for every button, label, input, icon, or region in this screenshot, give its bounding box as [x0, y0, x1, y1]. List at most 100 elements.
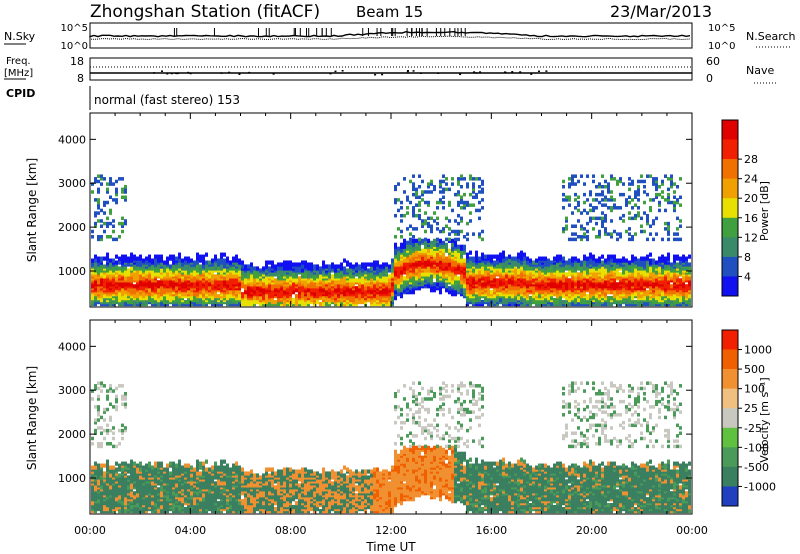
power-cell [409, 224, 412, 228]
power-cell [478, 177, 481, 181]
power-cell [241, 301, 244, 307]
power-cell [100, 256, 103, 261]
power-cell [394, 213, 397, 218]
power-cell [625, 203, 628, 207]
power-cell [460, 244, 463, 249]
power-cell [505, 274, 508, 279]
power-cell [523, 298, 526, 303]
power-cell [301, 292, 304, 297]
power-cell [400, 235, 403, 239]
power-cell [481, 282, 484, 287]
power-cell [592, 179, 595, 184]
power-cell [664, 198, 667, 202]
power-cell [598, 256, 601, 261]
power-cell [397, 182, 400, 186]
power-cell [295, 294, 298, 299]
power-cell [676, 184, 679, 189]
power-cell [670, 184, 673, 189]
power-cell [448, 227, 451, 231]
power-cell [637, 198, 640, 202]
power-cell [331, 262, 334, 267]
power-cell [529, 266, 532, 271]
power-cell [481, 229, 484, 234]
velocity-cell [97, 394, 100, 399]
power-cell [610, 195, 613, 200]
power-cell [457, 229, 460, 234]
power-cell [427, 184, 430, 189]
power-cell [94, 179, 97, 184]
power-cell [430, 227, 433, 231]
power-cell [406, 266, 409, 271]
power-cell [505, 256, 508, 261]
power-cell [196, 252, 199, 257]
power-cell [421, 179, 424, 184]
power-cell [613, 203, 616, 207]
power-cell [118, 235, 121, 239]
power-cell [661, 237, 664, 242]
power-cell [664, 221, 667, 226]
power-cell [115, 192, 118, 197]
power-cell [121, 254, 124, 259]
power-cell [466, 258, 469, 263]
power-cell [436, 242, 439, 247]
power-cell [214, 274, 217, 279]
power-cell [631, 235, 634, 239]
power-cell [571, 237, 574, 242]
power-colorbar-tick-label: 4 [744, 270, 751, 283]
power-cell [628, 216, 631, 221]
power-cell [598, 282, 601, 287]
power-cell [649, 198, 652, 202]
power-cell [589, 190, 592, 194]
power-cell [418, 203, 421, 207]
power-cell [580, 260, 583, 265]
nave-dip [374, 73, 377, 76]
velocity-cell [94, 428, 97, 433]
power-cell [658, 256, 661, 261]
power-cell [643, 301, 646, 307]
power-cell [673, 232, 676, 236]
power-cell [628, 237, 631, 242]
power-cell [568, 182, 571, 186]
power-cell [646, 237, 649, 242]
power-cell [388, 274, 391, 279]
power-cell [583, 192, 586, 197]
power-cell [211, 258, 214, 263]
power-cell [577, 179, 580, 184]
power-cell [418, 213, 421, 218]
power-cell [112, 229, 115, 234]
power-cell [388, 296, 391, 301]
power-cell [178, 274, 181, 279]
power-cell [439, 229, 442, 234]
nave-dip [187, 71, 190, 74]
power-cell [109, 179, 112, 184]
power-cell [340, 262, 343, 267]
noise-right-tick-top: 10^5 [708, 23, 735, 34]
power-cell [631, 254, 634, 259]
power-cell [442, 229, 445, 234]
power-cell [571, 288, 574, 293]
power-cell [433, 238, 436, 243]
power-cell [418, 254, 421, 259]
power-cell [229, 290, 232, 295]
power-cell [199, 254, 202, 259]
power-cell [607, 182, 610, 186]
power-cell [151, 258, 154, 263]
power-cell [601, 203, 604, 207]
power-cell [124, 221, 127, 226]
power-cell [130, 298, 133, 303]
power-cell [583, 254, 586, 259]
power-cell [433, 242, 436, 247]
power-cell [130, 256, 133, 261]
power-cell [415, 203, 418, 207]
power-cell [601, 190, 604, 194]
power-cell [616, 296, 619, 301]
power-cell [622, 192, 625, 197]
power-cell [97, 219, 100, 223]
power-cell [448, 203, 451, 207]
power-cell [607, 187, 610, 192]
nave-dip [248, 71, 251, 74]
power-cell [217, 258, 220, 263]
power-ytick-label: 2000 [58, 221, 86, 234]
power-cell [100, 219, 103, 223]
power-cell [655, 278, 658, 283]
